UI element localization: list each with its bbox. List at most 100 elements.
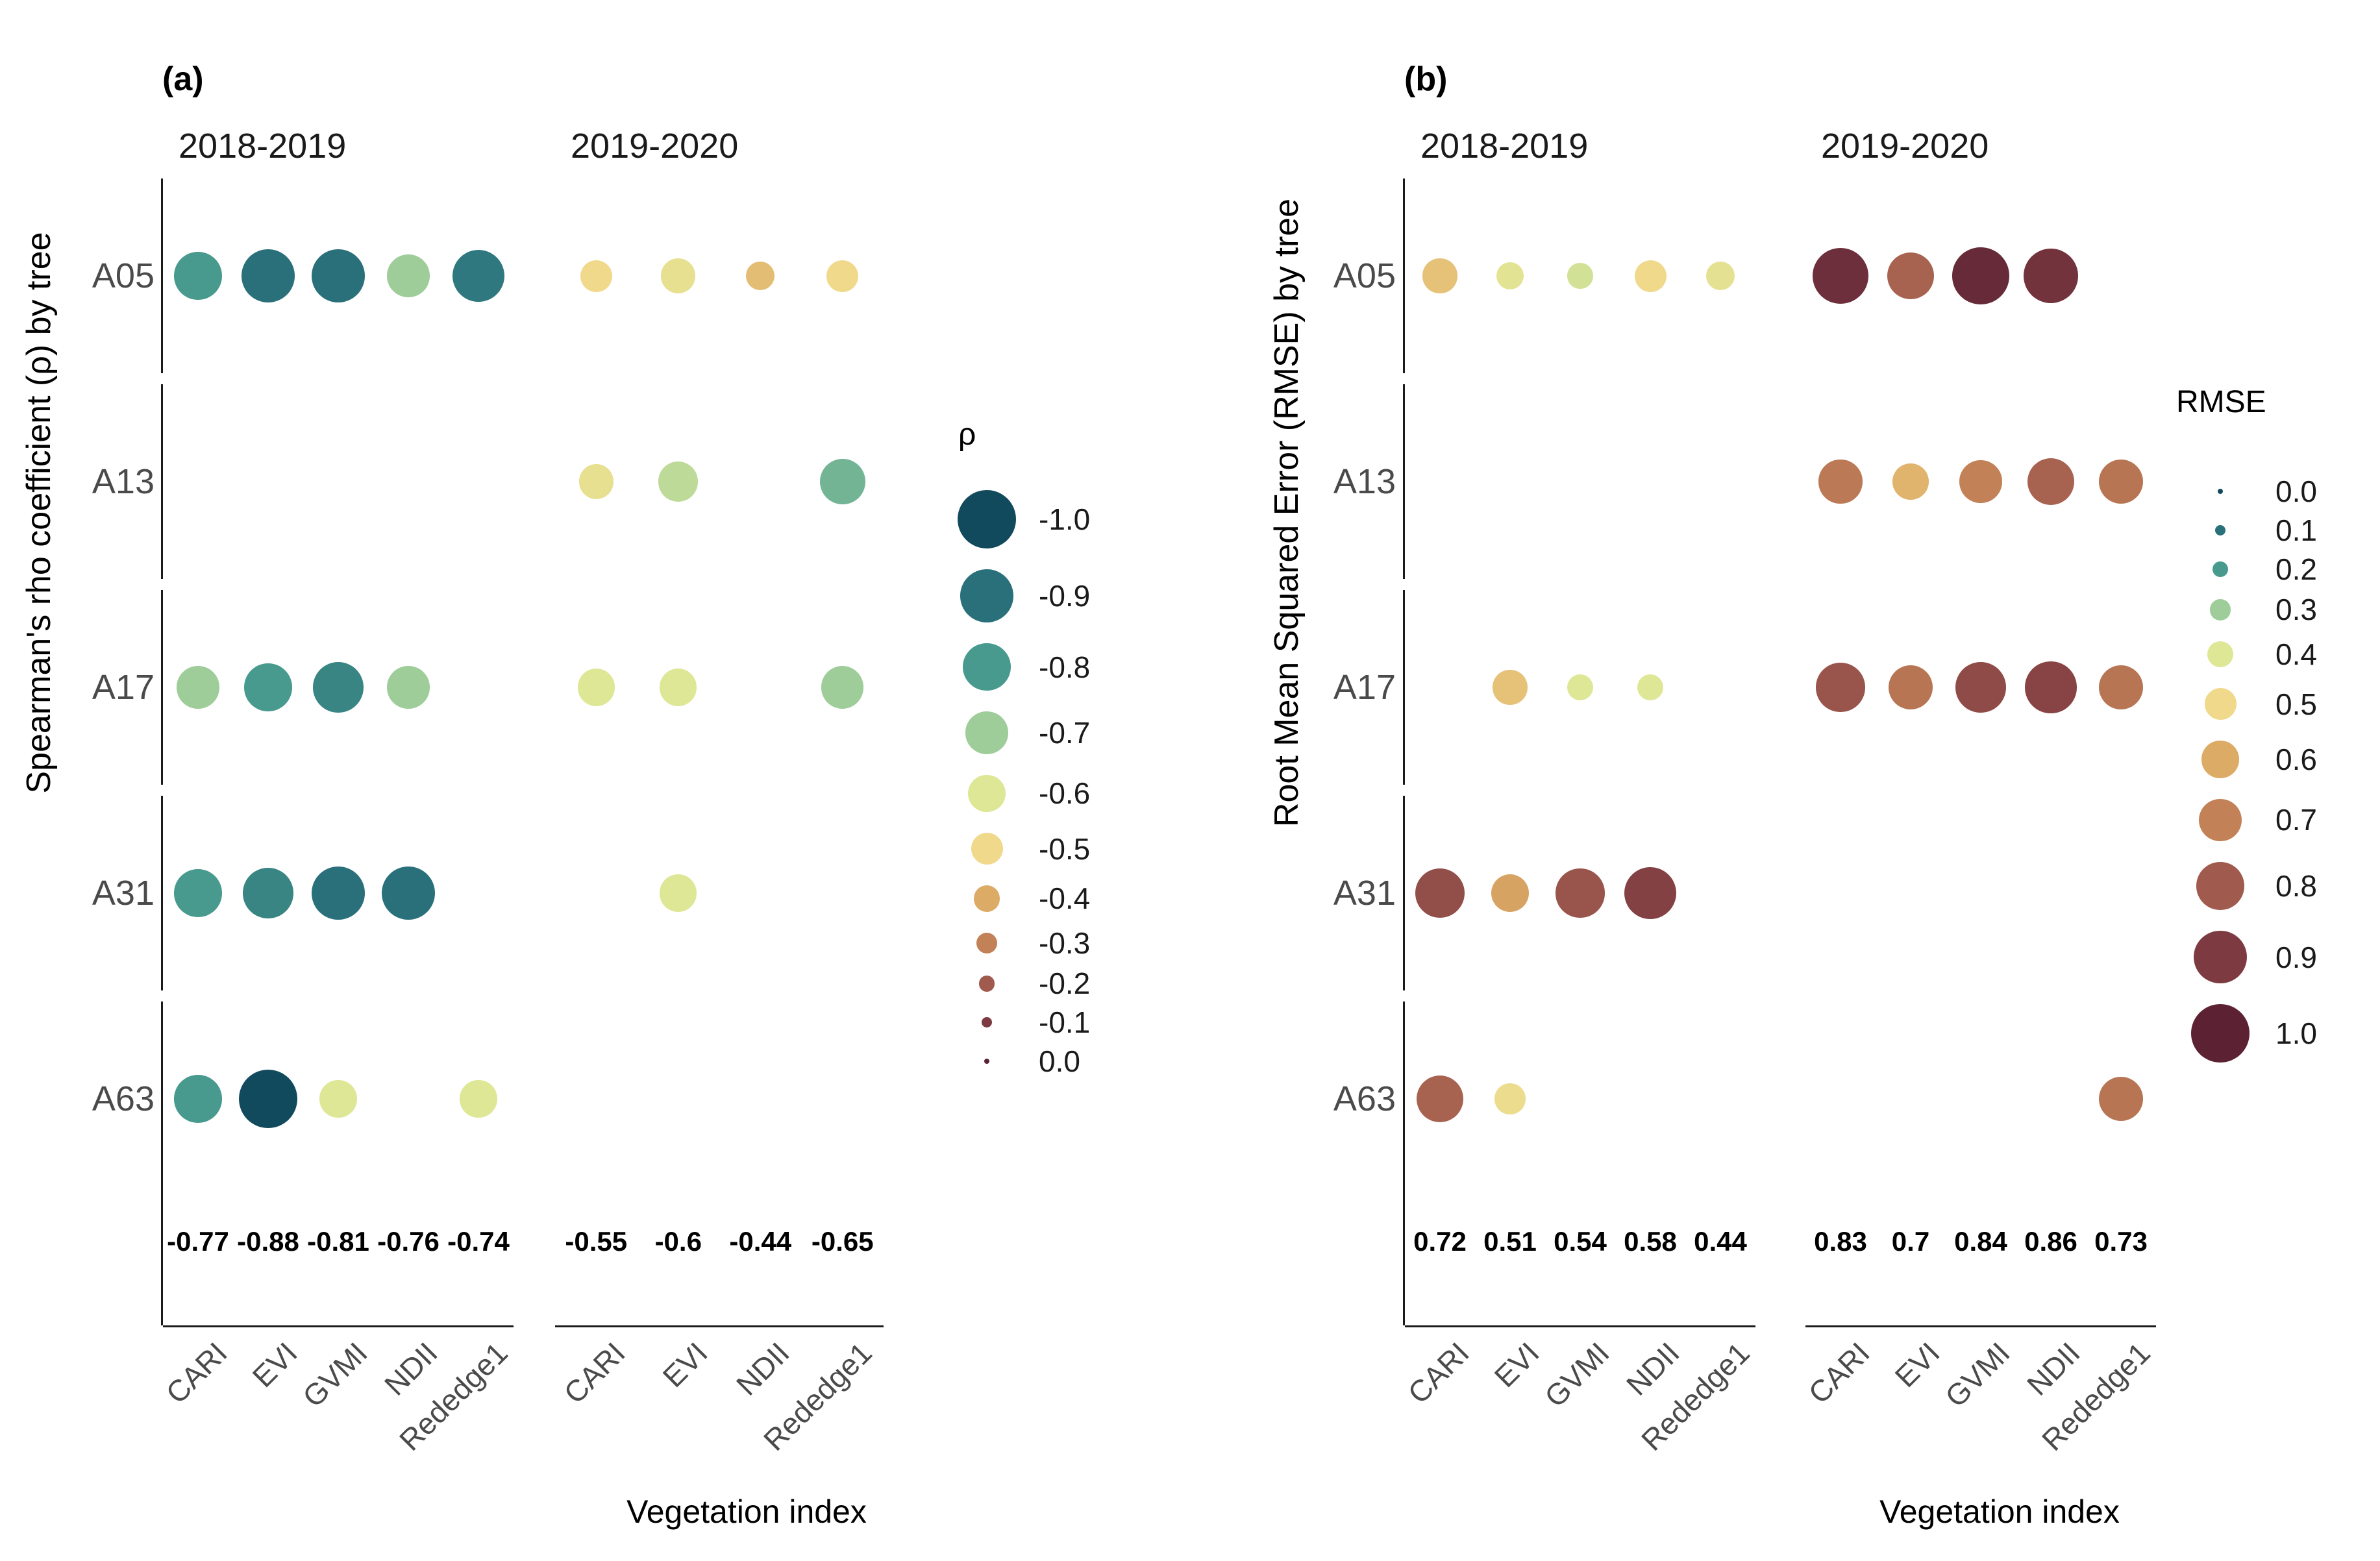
panel-a-tag: (a) bbox=[162, 60, 204, 98]
data-dot-a05-evi bbox=[661, 258, 696, 293]
legend-key-dot bbox=[2214, 524, 2226, 536]
panel-a-facet-2019-2020-title: 2019-2020 bbox=[571, 127, 739, 166]
data-dot-a13-cari bbox=[578, 464, 614, 499]
tree-label-a13: A13 bbox=[92, 462, 155, 501]
data-dot-a13-rededge1 bbox=[820, 459, 865, 504]
data-dot-a63-cari bbox=[174, 1075, 222, 1123]
column-mean-value: -0.6 bbox=[654, 1226, 702, 1257]
data-dot-a13-evi bbox=[658, 461, 699, 502]
rmse-legend-title: RMSE bbox=[2176, 385, 2266, 419]
data-dot-a17-gvmi bbox=[1955, 662, 2006, 713]
legend-key-dot bbox=[976, 932, 998, 954]
x-axis-line bbox=[555, 1325, 884, 1327]
data-dot-a05-evi bbox=[1496, 262, 1524, 290]
column-mean-value: 0.72 bbox=[1413, 1226, 1467, 1257]
data-dot-a17-gvmi bbox=[1567, 674, 1594, 701]
column-mean-value: -0.65 bbox=[811, 1226, 874, 1257]
tree-label-a05: A05 bbox=[1333, 256, 1396, 295]
data-dot-a63-rededge1 bbox=[460, 1080, 497, 1118]
legend-key-dot bbox=[958, 490, 1016, 548]
legend-key-dot bbox=[984, 1059, 989, 1064]
legend-key-dot bbox=[968, 774, 1006, 812]
column-mean-value: 0.58 bbox=[1624, 1226, 1677, 1257]
data-dot-a17-cari bbox=[177, 666, 219, 709]
panel-b-facet-2019-2020-title: 2019-2020 bbox=[1821, 127, 1989, 166]
data-dot-a31-cari bbox=[1415, 868, 1465, 918]
data-dot-a05-cari bbox=[1813, 248, 1868, 304]
rho-legend-title: ρ bbox=[958, 417, 976, 452]
legend-entry-label: 0.1 bbox=[2275, 513, 2317, 547]
tree-label-a63: A63 bbox=[92, 1079, 155, 1118]
legend-entry-label: -0.9 bbox=[1039, 578, 1091, 613]
legend-entry-label: 0.3 bbox=[2275, 593, 2317, 627]
legend-entry-label: 0.6 bbox=[2275, 743, 2317, 776]
legend-key-dot bbox=[2212, 561, 2229, 578]
legend-entry-label: 0.7 bbox=[2275, 803, 2317, 837]
column-mean-value: 0.51 bbox=[1483, 1226, 1537, 1257]
data-dot-a31-ndii bbox=[1624, 867, 1677, 920]
legend-key-dot bbox=[960, 569, 1013, 622]
data-dot-a17-ndii bbox=[387, 666, 430, 709]
data-dot-a63-cari bbox=[1417, 1075, 1463, 1122]
column-mean-value: 0.7 bbox=[1891, 1226, 1930, 1257]
legend-key-dot bbox=[981, 1017, 993, 1028]
panel-b-facet-2018-2019-title: 2018-2019 bbox=[1420, 127, 1589, 166]
legend-entry-label: 0.0 bbox=[1039, 1044, 1080, 1079]
column-mean-value: 0.44 bbox=[1694, 1226, 1747, 1257]
legend-entry-label: -0.2 bbox=[1039, 966, 1091, 1001]
data-dot-a05-gvmi bbox=[312, 249, 365, 302]
data-dot-a17-rededge1 bbox=[2099, 665, 2143, 709]
data-dot-a05-gvmi bbox=[1567, 263, 1593, 289]
data-dot-a31-cari bbox=[174, 869, 222, 917]
data-dot-a05-ndii bbox=[1634, 260, 1667, 292]
data-dot-a17-cari bbox=[1816, 663, 1865, 712]
data-dot-a17-gvmi bbox=[313, 662, 364, 713]
column-mean-value: -0.81 bbox=[307, 1226, 369, 1257]
data-dot-a31-gvmi bbox=[312, 867, 365, 920]
data-dot-a13-rededge1 bbox=[2099, 460, 2143, 504]
legend-key-dot bbox=[965, 711, 1008, 754]
data-dot-a05-ndii bbox=[2023, 248, 2079, 304]
panel-a-x-axis-title: Vegetation index bbox=[626, 1493, 867, 1530]
data-dot-a13-gvmi bbox=[1959, 460, 2002, 503]
legend-entry-label: -0.8 bbox=[1039, 650, 1091, 684]
legend-key-dot bbox=[2207, 641, 2234, 668]
column-mean-value: -0.55 bbox=[565, 1226, 628, 1257]
x-axis-line bbox=[1405, 1325, 1755, 1327]
legend-key-dot bbox=[978, 976, 995, 992]
legend-key-dot bbox=[973, 885, 1000, 912]
column-mean-value: -0.77 bbox=[167, 1226, 229, 1257]
y-axis-segment bbox=[161, 1002, 163, 1196]
data-dot-a13-cari bbox=[1818, 460, 1863, 504]
data-dot-a63-rededge1 bbox=[2099, 1077, 2143, 1121]
y-axis-segment bbox=[1403, 796, 1405, 990]
legend-entry-label: -0.7 bbox=[1039, 716, 1091, 750]
legend-key-dot bbox=[2218, 489, 2223, 494]
data-dot-a17-rededge1 bbox=[821, 666, 864, 709]
y-axis-segment-mean-row bbox=[161, 1163, 163, 1325]
legend-key-dot bbox=[2209, 599, 2231, 621]
data-dot-a05-cari bbox=[1422, 258, 1457, 293]
y-axis-segment bbox=[161, 590, 163, 785]
column-mean-value: 0.73 bbox=[2094, 1226, 2148, 1257]
legend-entry-label: -0.5 bbox=[1039, 831, 1091, 866]
tree-label-a05: A05 bbox=[92, 256, 155, 295]
data-dot-a31-evi bbox=[660, 874, 697, 912]
legend-entry-label: -0.3 bbox=[1039, 926, 1091, 961]
data-dot-a05-rededge1 bbox=[826, 260, 859, 292]
legend-key-dot bbox=[963, 643, 1011, 691]
legend-key-dot bbox=[2196, 862, 2244, 910]
y-axis-segment-mean-row bbox=[1403, 1163, 1405, 1325]
column-mean-value: -0.44 bbox=[729, 1226, 792, 1257]
data-dot-a31-ndii bbox=[382, 867, 435, 920]
y-axis-segment bbox=[1403, 590, 1405, 785]
data-dot-a17-ndii bbox=[1637, 674, 1664, 701]
y-axis-segment bbox=[161, 178, 163, 373]
data-dot-a05-cari bbox=[580, 260, 612, 292]
data-dot-a13-ndii bbox=[2027, 458, 2074, 505]
legend-entry-label: -0.1 bbox=[1039, 1005, 1091, 1040]
tree-label-a63: A63 bbox=[1333, 1079, 1396, 1118]
data-dot-a17-cari bbox=[577, 669, 615, 706]
legend-key-dot bbox=[2191, 1004, 2250, 1063]
